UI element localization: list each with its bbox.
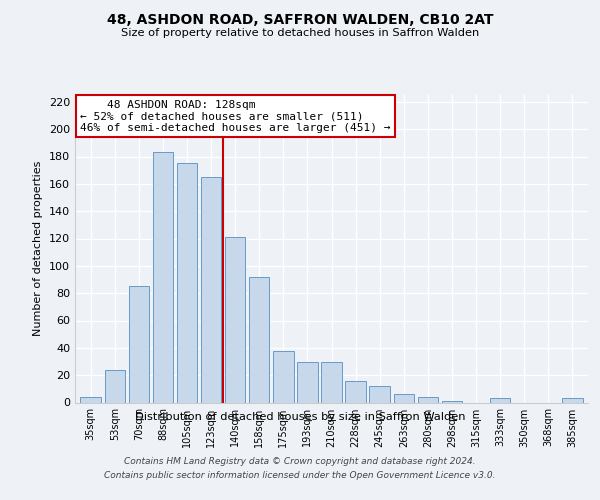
- Bar: [201, 177, 221, 402]
- Bar: [370, 386, 390, 402]
- Bar: [177, 164, 197, 402]
- Text: Contains public sector information licensed under the Open Government Licence v3: Contains public sector information licen…: [104, 471, 496, 480]
- Text: Size of property relative to detached houses in Saffron Walden: Size of property relative to detached ho…: [121, 28, 479, 38]
- Bar: [225, 237, 245, 402]
- Bar: [394, 394, 414, 402]
- Text: Distribution of detached houses by size in Saffron Walden: Distribution of detached houses by size …: [135, 412, 465, 422]
- Bar: [297, 362, 317, 403]
- Bar: [80, 397, 101, 402]
- Bar: [249, 277, 269, 402]
- Text: Contains HM Land Registry data © Crown copyright and database right 2024.: Contains HM Land Registry data © Crown c…: [124, 458, 476, 466]
- Bar: [418, 397, 438, 402]
- Y-axis label: Number of detached properties: Number of detached properties: [34, 161, 43, 336]
- Bar: [128, 286, 149, 403]
- Bar: [346, 380, 366, 402]
- Bar: [152, 152, 173, 402]
- Bar: [273, 350, 293, 403]
- Bar: [490, 398, 511, 402]
- Bar: [562, 398, 583, 402]
- Bar: [442, 401, 462, 402]
- Bar: [104, 370, 125, 402]
- Text: 48 ASHDON ROAD: 128sqm
← 52% of detached houses are smaller (511)
46% of semi-de: 48 ASHDON ROAD: 128sqm ← 52% of detached…: [80, 100, 391, 133]
- Bar: [321, 362, 342, 403]
- Text: 48, ASHDON ROAD, SAFFRON WALDEN, CB10 2AT: 48, ASHDON ROAD, SAFFRON WALDEN, CB10 2A…: [107, 12, 493, 26]
